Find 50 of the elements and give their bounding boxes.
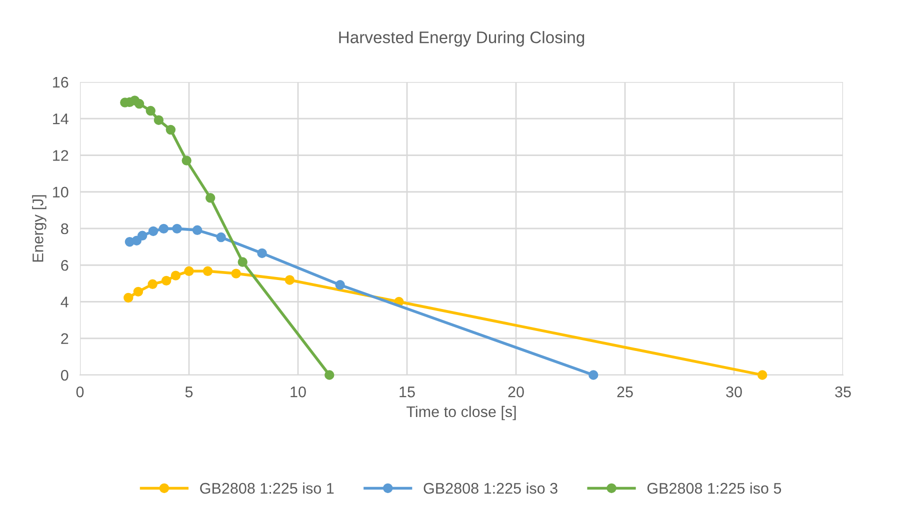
point xyxy=(124,292,134,303)
x-tick-label: 5 xyxy=(185,386,193,398)
y-tick-label: 8 xyxy=(61,223,68,234)
y-tick-label: 14 xyxy=(53,114,68,124)
point xyxy=(202,266,213,276)
point xyxy=(231,268,241,278)
point xyxy=(257,248,267,258)
legend-label: GB2808 1:225 iso 3 xyxy=(424,482,558,494)
point xyxy=(757,370,768,380)
x-tick-label: 25 xyxy=(617,386,633,398)
point xyxy=(192,225,202,236)
point xyxy=(133,286,144,297)
x-tick-label: 15 xyxy=(400,386,415,398)
legend-label: GB2808 1:225 iso 1 xyxy=(200,482,334,494)
y-tick-label: 12 xyxy=(53,150,68,161)
chart-title: Harvested Energy During Closing xyxy=(339,31,584,47)
point xyxy=(161,276,172,286)
y-tick-label: 2 xyxy=(61,333,68,344)
point xyxy=(182,156,192,166)
x-tick-label: 30 xyxy=(726,386,742,398)
x-axis-title: Time to close [s] xyxy=(406,406,516,420)
legend-label: GB2808 1:225 iso 5 xyxy=(647,482,782,494)
point xyxy=(134,98,144,109)
point xyxy=(137,230,148,241)
y-axis-title: Energy [J] xyxy=(32,195,46,262)
x-tick-label: 35 xyxy=(835,386,851,398)
y-tick-label: 6 xyxy=(61,260,68,271)
point xyxy=(284,275,295,285)
point xyxy=(324,370,334,380)
point xyxy=(146,106,156,116)
y-tick-label: 16 xyxy=(53,76,68,88)
point xyxy=(588,370,598,380)
point xyxy=(172,224,182,234)
point xyxy=(238,257,248,267)
point xyxy=(158,224,169,234)
y-tick-label: 0 xyxy=(60,370,68,381)
point xyxy=(170,270,181,280)
point xyxy=(148,279,158,290)
point xyxy=(154,115,164,125)
point xyxy=(335,280,345,290)
x-tick-label: 0 xyxy=(76,386,84,398)
x-tick-label: 20 xyxy=(508,386,524,398)
y-tick-label: 4 xyxy=(60,296,68,308)
point xyxy=(184,266,194,276)
y-tick-label: 10 xyxy=(53,186,68,198)
point xyxy=(148,226,158,236)
x-tick-label: 10 xyxy=(290,386,306,398)
point xyxy=(206,193,216,203)
point xyxy=(216,232,226,242)
point xyxy=(166,124,176,135)
